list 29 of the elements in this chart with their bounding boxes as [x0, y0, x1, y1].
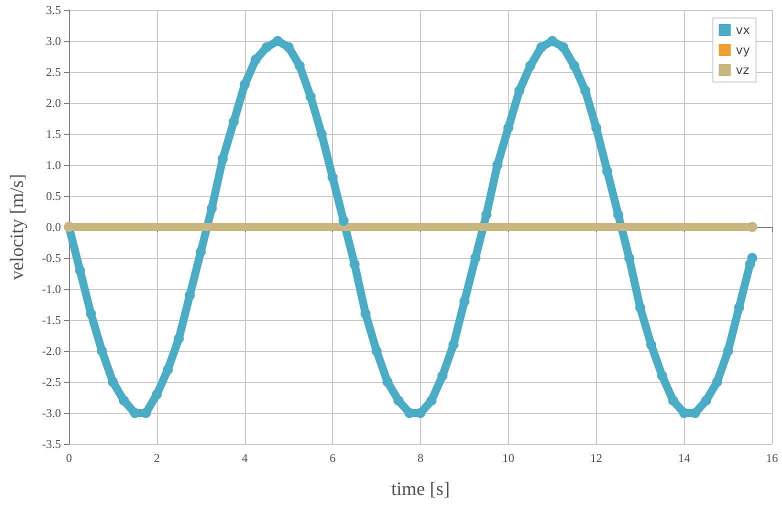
legend-label: vx — [736, 23, 750, 37]
y-axis-title: velocity [m/s] — [7, 174, 28, 280]
y-tick-label: -3.5 — [42, 437, 61, 451]
x-tick-label: 10 — [502, 451, 514, 465]
x-tick-label: 14 — [678, 451, 690, 465]
y-tick-label: 1.5 — [46, 127, 61, 141]
x-tick-label: 6 — [330, 451, 336, 465]
x-tick-label: 2 — [154, 451, 160, 465]
x-axis-title: time [s] — [391, 479, 450, 500]
x-tick-label: 0 — [66, 451, 72, 465]
y-tick-label: -1.0 — [42, 282, 61, 296]
y-tick-label: -0.5 — [42, 251, 61, 265]
y-tick-label: -3.0 — [42, 406, 61, 420]
legend-label: vz — [736, 63, 750, 77]
y-tick-label: -1.5 — [42, 313, 61, 327]
y-tick-label: 0.5 — [46, 189, 61, 203]
y-tick-label: 1.0 — [46, 158, 61, 172]
x-tick-label: 8 — [418, 451, 424, 465]
y-tick-label: 0.0 — [46, 220, 61, 234]
y-tick-label: 2.0 — [46, 96, 61, 110]
x-tick-label: 4 — [242, 451, 248, 465]
y-tick-label: -2.0 — [42, 344, 61, 358]
x-tick-label: 16 — [766, 451, 778, 465]
y-tick-label: -2.5 — [42, 375, 61, 389]
y-tick-label: 3.5 — [46, 3, 61, 17]
x-tick-label: 12 — [590, 451, 602, 465]
y-tick-label: 3.0 — [46, 34, 61, 48]
legend-label: vy — [736, 43, 750, 57]
y-tick-label: 2.5 — [46, 65, 61, 79]
